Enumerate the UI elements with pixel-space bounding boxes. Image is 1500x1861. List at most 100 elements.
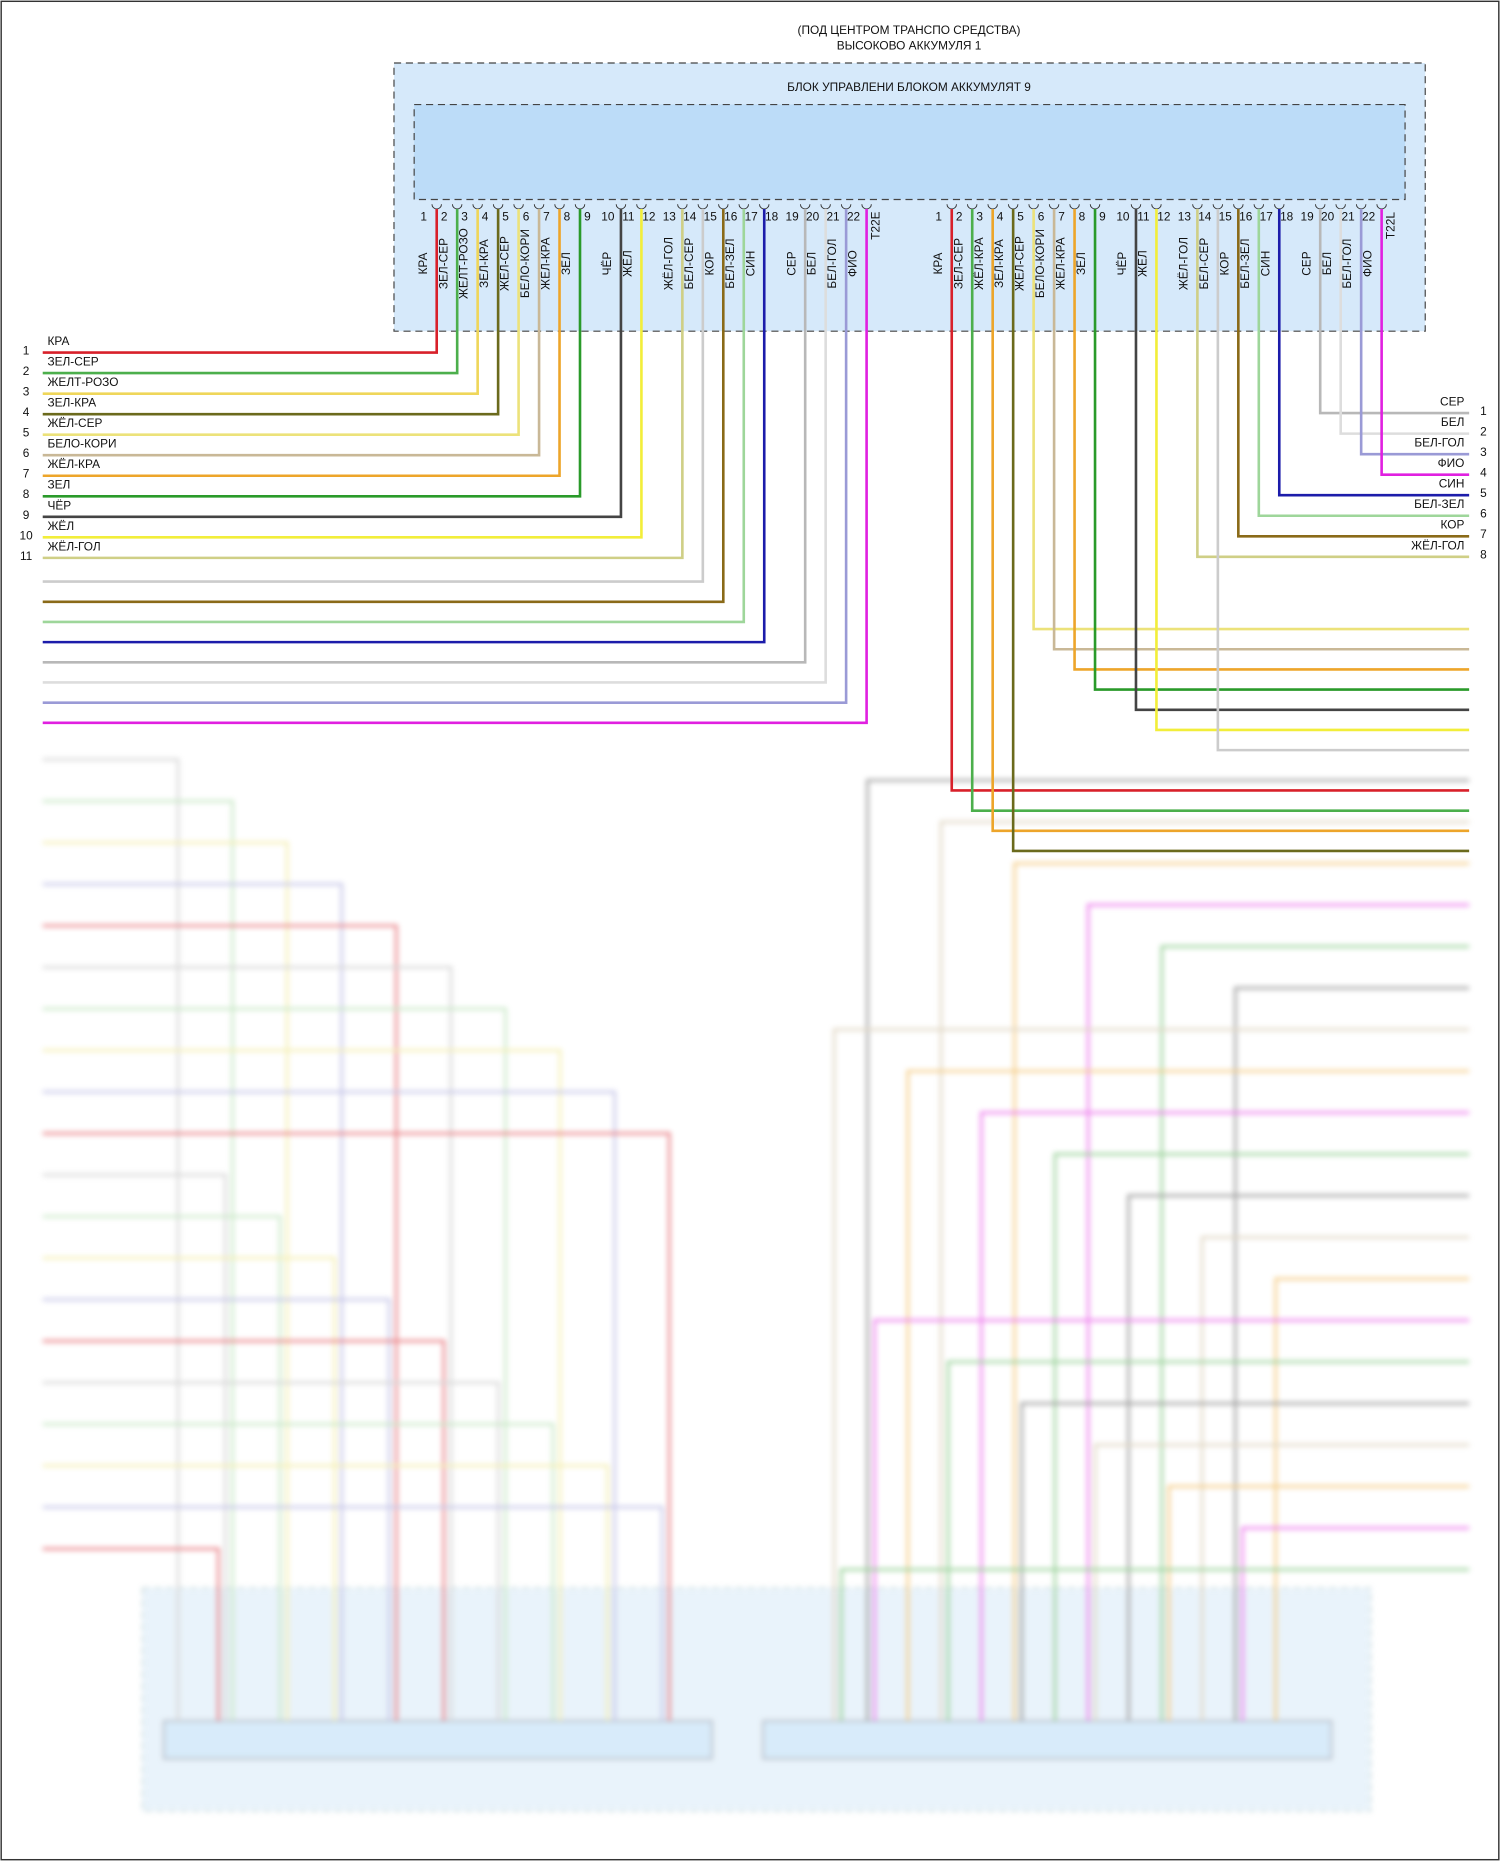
blurred-wire (946, 1360, 1470, 1721)
harness-label: ФИО (1438, 456, 1465, 470)
wire (42, 208, 868, 725)
terminal (1151, 204, 1162, 210)
terminal (966, 204, 978, 210)
connector-name: T22L (1384, 212, 1398, 239)
pin-wire-label: ЗЕЛ-СЕР (951, 238, 965, 289)
pin-wire-label: КРА (931, 253, 945, 275)
wire (1093, 208, 1470, 691)
terminal (472, 204, 483, 210)
location-text: (ПОД ЦЕНТРОМ ТРАНСПО СРЕДСТВА) (798, 23, 1021, 37)
blurred-wire (42, 799, 234, 1721)
blurred-wire (42, 1215, 282, 1721)
pin-wire-label: БЕЛ-СЕР (682, 238, 696, 290)
pin-number: 10 (601, 209, 615, 223)
blurred-wire (42, 965, 453, 1721)
pin-number: 5 (1017, 209, 1024, 223)
wire (42, 208, 541, 457)
terminal (1007, 204, 1019, 210)
lower-module (141, 1587, 1372, 1812)
pin-number: 5 (502, 209, 509, 223)
wire (1257, 208, 1470, 518)
blurred-wire (42, 882, 344, 1721)
harness-number: 8 (23, 487, 30, 501)
blurred-wire (980, 1111, 1470, 1721)
pin-number: 22 (1362, 209, 1375, 223)
pin-wire-label: СЕР (784, 251, 798, 275)
pin-wire-label: БЕЛ (805, 252, 819, 275)
terminal (946, 204, 957, 210)
harness-label: ЖЁЛ-КРА (47, 457, 100, 471)
pin-number: 22 (847, 209, 860, 223)
pin-number: 10 (1116, 209, 1130, 223)
harness-label: ЧЁР (47, 498, 71, 512)
blurred-wire (866, 779, 1470, 1721)
blurred-wire (1086, 903, 1470, 1721)
blurred-wire (1234, 986, 1470, 1721)
pin-number: 14 (683, 209, 697, 223)
wire (42, 208, 807, 664)
pin-number: 18 (1280, 209, 1294, 223)
terminal (431, 204, 442, 210)
wire (1318, 208, 1470, 415)
pin-number: 7 (1058, 209, 1065, 223)
blurred-wire (42, 841, 289, 1721)
pin-wire-label: ЖЁЛ-ГОЛ (1176, 237, 1190, 290)
harness-label: БЕЛ-ЗЕЛ (1414, 497, 1464, 511)
wire (42, 208, 684, 560)
terminal (718, 204, 729, 210)
terminal (677, 204, 688, 210)
pin-wire-label: ЗЕЛ-КРА (992, 239, 1006, 288)
blurred-wire (873, 1319, 1470, 1721)
terminal (554, 204, 565, 210)
pin-wire-label: КРА (416, 253, 430, 275)
blurred-wire (939, 820, 1470, 1721)
pin-number: 12 (1157, 209, 1170, 223)
pin-number: 21 (1341, 209, 1355, 223)
harness-number: 1 (1480, 404, 1487, 418)
harness-number: 4 (23, 405, 30, 419)
wire (42, 208, 705, 583)
blurred-wire (1020, 1402, 1470, 1721)
harness-label: ЖЁЛ-ГОЛ (47, 539, 100, 553)
blurred-wire (1274, 1277, 1470, 1721)
pin-wire-label: БЕЛ-ЗЕЛ (1238, 238, 1252, 288)
wire (1196, 208, 1470, 559)
harness-number: 4 (1480, 466, 1487, 480)
terminal (840, 204, 852, 210)
wire (1237, 208, 1470, 538)
pin-number: 6 (1038, 209, 1045, 223)
harness-number: 5 (1480, 486, 1487, 500)
blurred-wire (906, 1069, 1470, 1721)
pin-number: 7 (543, 209, 550, 223)
pin-number: 16 (1239, 209, 1253, 223)
terminal (492, 204, 504, 210)
pin-wire-label: ЗЕЛ (1074, 252, 1088, 275)
pin-number: 6 (523, 209, 530, 223)
terminal (636, 204, 647, 210)
wire (42, 208, 746, 624)
blurred-wire (1013, 862, 1470, 1721)
terminal (615, 204, 627, 210)
pin-number: 11 (1137, 209, 1150, 223)
wire (42, 208, 500, 416)
pin-number: 3 (461, 209, 468, 223)
harness-number: 2 (23, 364, 30, 378)
pin-wire-label: ЖЁЛ (621, 250, 635, 277)
pin-number: 16 (724, 209, 738, 223)
pin-wire-label: БЕЛО-КОРИ (518, 229, 532, 298)
wire (1073, 208, 1470, 671)
blurred-wire (1094, 1443, 1470, 1721)
pin-wire-label: КОР (702, 252, 716, 276)
harness-number: 1 (23, 344, 30, 358)
blurred-wire (42, 1464, 609, 1721)
wire (42, 208, 623, 519)
wire (991, 208, 1470, 833)
wire (42, 208, 561, 478)
terminal (574, 204, 586, 210)
blurred-section (42, 758, 1470, 1812)
blurred-wire (1160, 945, 1470, 1721)
harness-number: 6 (1480, 507, 1487, 521)
pin-number: 15 (704, 209, 718, 223)
lower-connector (762, 1720, 1333, 1760)
terminal (987, 204, 998, 210)
